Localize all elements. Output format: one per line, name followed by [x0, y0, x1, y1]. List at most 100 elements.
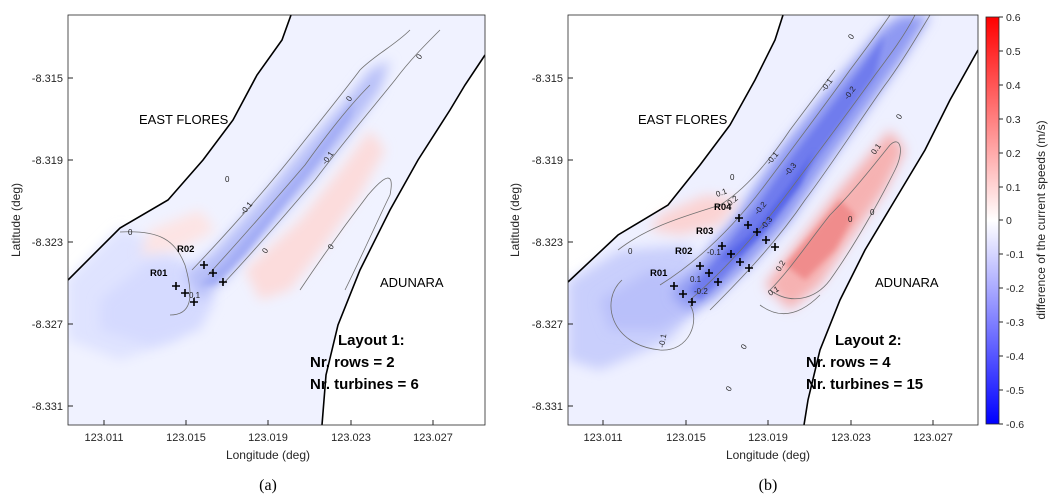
turbine-marker	[718, 242, 726, 250]
x-tick-label: 123.011	[584, 432, 623, 444]
row-label: R02	[177, 244, 194, 255]
turbine-marker	[696, 262, 704, 270]
contour-label: 0	[628, 247, 633, 256]
colorbar-tick-label: -0.2	[1006, 283, 1024, 295]
coastline-east-flores	[568, 15, 784, 283]
place-label-east-flores: EAST FLORES	[139, 112, 229, 127]
turbine-marker	[219, 278, 227, 286]
layout-title: Layout 2:	[835, 332, 902, 349]
layout-turbines: Nr. turbines = 6	[310, 376, 419, 393]
x-tick-label: 123.015	[166, 432, 206, 444]
x-tick-label: 123.027	[913, 432, 953, 444]
x-tick-label: 123.027	[413, 432, 453, 444]
panel-a-field: 0 0 -0.1 -0.1 0 0 0 0.1 0 R01 R02 EAST F…	[68, 15, 485, 425]
x-ticks-b: 123.011 123.015 123.019 123.023 123.027	[584, 420, 953, 444]
y-axis-label-b: Latitude (deg)	[508, 183, 522, 257]
x-tick-label: 123.015	[666, 432, 706, 444]
turbine-marker	[200, 261, 208, 269]
colorbar-tick-label: 0.5	[1006, 46, 1021, 58]
y-tick-label: -8.327	[32, 319, 63, 331]
turbine-marker	[679, 290, 687, 298]
contour-label: 0.1	[690, 275, 702, 284]
coastline-adunara	[803, 49, 978, 425]
y-tick-label: -8.331	[32, 401, 63, 413]
colorbar-tick-label: 0.1	[1006, 182, 1021, 194]
turbine-marker	[727, 250, 735, 258]
x-tick-label: 123.019	[748, 432, 788, 444]
colorbar: 0.6 0.5 0.4 0.3 0.2 0.1 0 -0.1 -0.2 -0.3…	[985, 12, 1048, 431]
colorbar-tick-label: -0.3	[1006, 317, 1024, 329]
contour-label: -0.2	[694, 287, 708, 296]
axes-frame-a	[67, 14, 486, 426]
turbine-marker	[735, 214, 743, 222]
axes-frame-b	[567, 14, 979, 426]
turbine-marker	[190, 298, 198, 306]
contour-label: 0	[344, 94, 354, 103]
coastline-east-flores	[68, 15, 292, 281]
turbine-marker	[688, 298, 696, 306]
y-ticks-b: -8.315 -8.319 -8.323 -8.327 -8.331	[532, 73, 573, 413]
turbine-marker	[705, 269, 713, 277]
y-tick-label: -8.319	[532, 155, 563, 167]
contour-line	[191, 29, 411, 271]
colorbar-label: difference of the current speeds (m/s)	[1034, 120, 1048, 319]
panel-caption-b: (b)	[759, 477, 778, 494]
turbine-marker	[714, 278, 722, 286]
contour-line	[759, 294, 821, 314]
contour-line	[689, 15, 916, 301]
colorbar-gradient	[985, 16, 1000, 425]
panel-b: 0 0 -0.1 -0.2 -0.1 -0.3 -0.2 0.1 -0.2 -0…	[508, 14, 979, 494]
turbine-marker	[745, 264, 753, 272]
contour-label: 0	[848, 215, 853, 224]
contour-line	[119, 231, 191, 316]
turbine-marker	[762, 236, 770, 244]
layout-title: Layout 1:	[338, 332, 405, 349]
y-ticks-a: -8.315 -8.319 -8.323 -8.327 -8.331	[32, 73, 73, 413]
y-tick-label: -8.331	[532, 401, 563, 413]
row-label: R04	[714, 202, 732, 213]
x-tick-label: 123.019	[248, 432, 288, 444]
contour-label: 0	[414, 52, 424, 61]
contour-label: -0.1	[657, 333, 668, 349]
contour-label: 0	[326, 242, 336, 251]
panel-a: 0 0 -0.1 -0.1 0 0 0 0.1 0 R01 R02 EAST F…	[9, 14, 486, 494]
turbine-marker	[736, 258, 744, 266]
y-tick-label: -8.323	[532, 237, 563, 249]
contour-line	[769, 141, 901, 299]
contour-line	[207, 84, 371, 276]
colorbar-tick-label: 0.4	[1006, 80, 1021, 92]
row-label: R02	[675, 246, 692, 257]
contour-line	[610, 279, 694, 351]
y-tick-label: -8.327	[532, 319, 563, 331]
colorbar-tick-label: 0.2	[1006, 148, 1021, 160]
y-tick-label: -8.315	[32, 73, 63, 85]
contour-label: 0	[225, 175, 230, 184]
contour-label: 0	[739, 342, 749, 351]
contour-label: 0	[730, 173, 735, 182]
colorbar-tick-label: 0	[1006, 215, 1012, 227]
panel-b-field: 0 0 -0.1 -0.2 -0.1 -0.3 -0.2 0.1 -0.2 -0…	[568, 15, 978, 425]
turbines-layout-2	[670, 214, 779, 306]
colorbar-tick-label: -0.6	[1006, 419, 1024, 431]
row-label: R03	[696, 226, 713, 237]
panel-caption-a: (a)	[259, 477, 277, 494]
colorbar-tick-label: -0.4	[1006, 351, 1024, 363]
contour-line	[659, 15, 891, 286]
place-label-adunara: ADUNARA	[875, 275, 939, 290]
turbines-layout-1	[172, 261, 227, 306]
turbine-marker	[209, 269, 217, 277]
contour-line	[617, 69, 836, 251]
turbine-marker	[753, 228, 761, 236]
contour-label: 0	[894, 112, 904, 121]
contour-label: 0	[128, 228, 133, 237]
turbine-marker	[181, 289, 189, 297]
layout-turbines: Nr. turbines = 15	[806, 376, 923, 393]
layout-rows: Nr. rows = 4	[806, 354, 891, 371]
colorbar-tick-label: -0.1	[1006, 249, 1024, 261]
place-label-east-flores: EAST FLORES	[638, 112, 728, 127]
colorbar-tick-label: -0.5	[1006, 385, 1024, 397]
turbine-marker	[670, 282, 678, 290]
contour-label: 0	[724, 384, 734, 393]
x-tick-label: 123.023	[331, 432, 371, 444]
